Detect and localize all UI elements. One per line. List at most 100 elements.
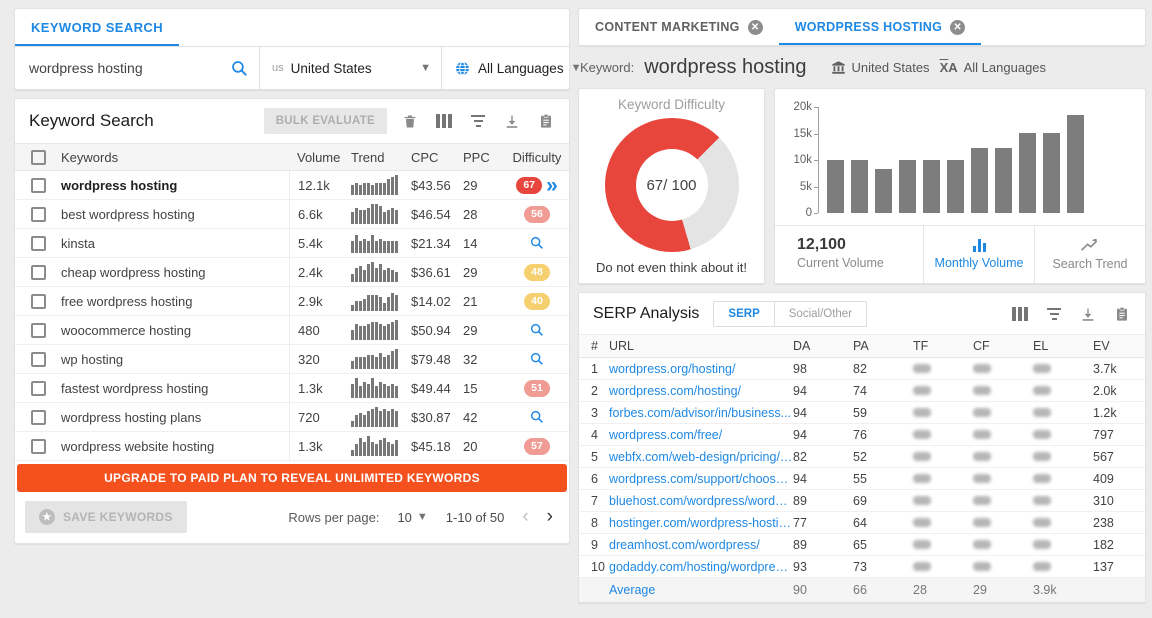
- ppc-cell: 32: [463, 351, 478, 367]
- evaluate-search-icon[interactable]: [529, 322, 545, 338]
- pa-cell: 65: [853, 537, 867, 552]
- serp-url-link[interactable]: wordpress.com/support/choose-a...: [609, 471, 793, 486]
- save-keywords-button[interactable]: ★ SAVE KEYWORDS: [25, 501, 187, 533]
- y-tick-label: 20k: [793, 101, 818, 113]
- keyword-cell: kinsta: [61, 235, 95, 251]
- serp-url-link[interactable]: wordpress.com/free/: [609, 427, 723, 442]
- average-label: Average: [609, 583, 656, 597]
- star-icon: ★: [39, 509, 55, 525]
- serp-url-link[interactable]: wordpress.com/hosting/: [609, 383, 742, 398]
- evaluate-search-icon[interactable]: [529, 351, 545, 367]
- difficulty-badge: 67: [516, 176, 543, 194]
- serp-url-link[interactable]: forbes.com/advisor/in/business...: [609, 405, 792, 420]
- serp-row: 2 wordpress.com/hosting/94 74 2.0k: [579, 380, 1145, 402]
- pa-cell: 76: [853, 427, 867, 442]
- serp-url-link[interactable]: dreamhost.com/wordpress/: [609, 537, 760, 552]
- language-select[interactable]: All Languages ▼: [441, 47, 581, 89]
- row-checkbox[interactable]: [30, 293, 46, 309]
- translate-icon: XA: [939, 60, 958, 75]
- columns-icon[interactable]: [1011, 305, 1029, 323]
- next-page-icon[interactable]: ›: [546, 506, 553, 527]
- bulk-evaluate-button[interactable]: BULK EVALUATE: [263, 108, 387, 134]
- country-select[interactable]: us United States ▼: [259, 47, 441, 89]
- hidden-metric-cell: [913, 362, 973, 376]
- ev-cell: 567: [1093, 449, 1114, 464]
- el-avg: 3.9k: [1033, 583, 1057, 597]
- keyword-value: wordpress hosting: [644, 56, 807, 78]
- expand-chevrons-icon[interactable]: »: [546, 173, 558, 197]
- columns-icon[interactable]: [435, 112, 453, 130]
- serp-row: 6 wordpress.com/support/choose-a... 94 55 40…: [579, 468, 1145, 490]
- row-checkbox[interactable]: [30, 351, 46, 367]
- serp-url-link[interactable]: webfx.com/web-design/pricing/w...: [609, 449, 793, 464]
- serp-url-link[interactable]: godaddy.com/hosting/wordpress-...: [609, 559, 793, 574]
- pa-cell: 64: [853, 515, 867, 530]
- row-checkbox[interactable]: [30, 206, 46, 222]
- volume-cell: 480: [289, 316, 351, 344]
- da-cell: 94: [793, 383, 807, 398]
- detail-tab-1[interactable]: WORDPRESS HOSTING ✕: [779, 9, 981, 45]
- serp-toggle-serp[interactable]: SERP: [728, 308, 760, 320]
- select-all-checkbox[interactable]: [30, 149, 46, 165]
- keyword-search-input[interactable]: [29, 60, 230, 76]
- serp-rank: 8: [591, 515, 598, 530]
- difficulty-cell: [505, 322, 569, 338]
- keyword-table-header: Keyword Search BULK EVALUATE: [15, 99, 569, 143]
- download-icon[interactable]: [1079, 305, 1097, 323]
- row-checkbox[interactable]: [30, 438, 46, 454]
- ev-cell: 797: [1093, 427, 1114, 442]
- upgrade-plan-button[interactable]: UPGRADE TO PAID PLAN TO REVEAL UNLIMITED…: [17, 464, 567, 492]
- detail-tab-bar: CONTENT MARKETING ✕ WORDPRESS HOSTING ✕: [578, 8, 1146, 46]
- detail-tab-0[interactable]: CONTENT MARKETING ✕: [579, 9, 779, 45]
- ppc-cell: 28: [463, 206, 478, 222]
- volume-cell: 320: [289, 345, 351, 373]
- row-checkbox[interactable]: [30, 322, 46, 338]
- evaluate-search-icon[interactable]: [529, 235, 545, 251]
- monthly-volume-button[interactable]: Monthly Volume: [924, 226, 1034, 283]
- volume-view-buttons: Monthly Volume Search Trend: [923, 226, 1145, 283]
- keyword-header: Keyword: wordpress hosting United States…: [578, 46, 1146, 88]
- row-checkbox[interactable]: [30, 264, 46, 280]
- difficulty-badge: 48: [524, 263, 550, 281]
- row-checkbox[interactable]: [30, 235, 46, 251]
- volume-cell: 5.4k: [289, 229, 351, 257]
- clipboard-icon[interactable]: [537, 112, 555, 130]
- search-icon[interactable]: [230, 59, 249, 78]
- tab-keyword-search[interactable]: KEYWORD SEARCH: [15, 9, 179, 46]
- blurred-value: [1033, 385, 1051, 395]
- pa-cell: 82: [853, 361, 867, 376]
- serp-row: 8 hostinger.com/wordpress-hostin... 77 64 23…: [579, 512, 1145, 534]
- evaluate-search-icon[interactable]: [529, 409, 545, 425]
- difficulty-cell: 40: [505, 292, 569, 310]
- clipboard-icon[interactable]: [1113, 305, 1131, 323]
- serp-row: 10 godaddy.com/hosting/wordpress-... 93 73 1…: [579, 556, 1145, 578]
- row-checkbox[interactable]: [30, 177, 46, 193]
- blurred-value: [1033, 539, 1051, 549]
- row-checkbox[interactable]: [30, 409, 46, 425]
- hidden-metric-cell: [973, 362, 1033, 376]
- rows-per-page-select[interactable]: 10 ▼: [397, 509, 428, 525]
- serp-url-link[interactable]: bluehost.com/wordpress/wordpre...: [609, 493, 793, 508]
- filter-icon[interactable]: [1045, 305, 1063, 323]
- pa-cell: 74: [853, 383, 867, 398]
- search-trend-button[interactable]: Search Trend: [1034, 226, 1145, 283]
- close-icon[interactable]: ✕: [950, 19, 966, 35]
- prev-page-icon[interactable]: ‹: [522, 506, 529, 527]
- blurred-value: [1033, 407, 1051, 417]
- filter-icon[interactable]: [469, 112, 487, 130]
- serp-row: 9 dreamhost.com/wordpress/89 65 182: [579, 534, 1145, 556]
- close-icon[interactable]: ✕: [747, 19, 763, 35]
- serp-url-link[interactable]: hostinger.com/wordpress-hostin...: [609, 515, 793, 530]
- serp-row: 4 wordpress.com/free/94 76 797: [579, 424, 1145, 446]
- table-row: wp hosting 320 $79.48 32: [15, 345, 569, 374]
- serp-url-link[interactable]: wordpress.org/hosting/: [609, 361, 736, 376]
- trash-icon[interactable]: [401, 112, 419, 130]
- download-icon[interactable]: [503, 112, 521, 130]
- table-row: cheap wordpress hosting 2.4k $36.61 29 48: [15, 258, 569, 287]
- difficulty-cell: [505, 409, 569, 425]
- serp-toggle-social[interactable]: Social/Other: [773, 302, 866, 326]
- keyword-cell: wordpress hosting: [61, 177, 178, 193]
- hidden-metric-cell: [913, 450, 973, 464]
- keyword-cell: best wordpress hosting: [61, 206, 195, 222]
- row-checkbox[interactable]: [30, 380, 46, 396]
